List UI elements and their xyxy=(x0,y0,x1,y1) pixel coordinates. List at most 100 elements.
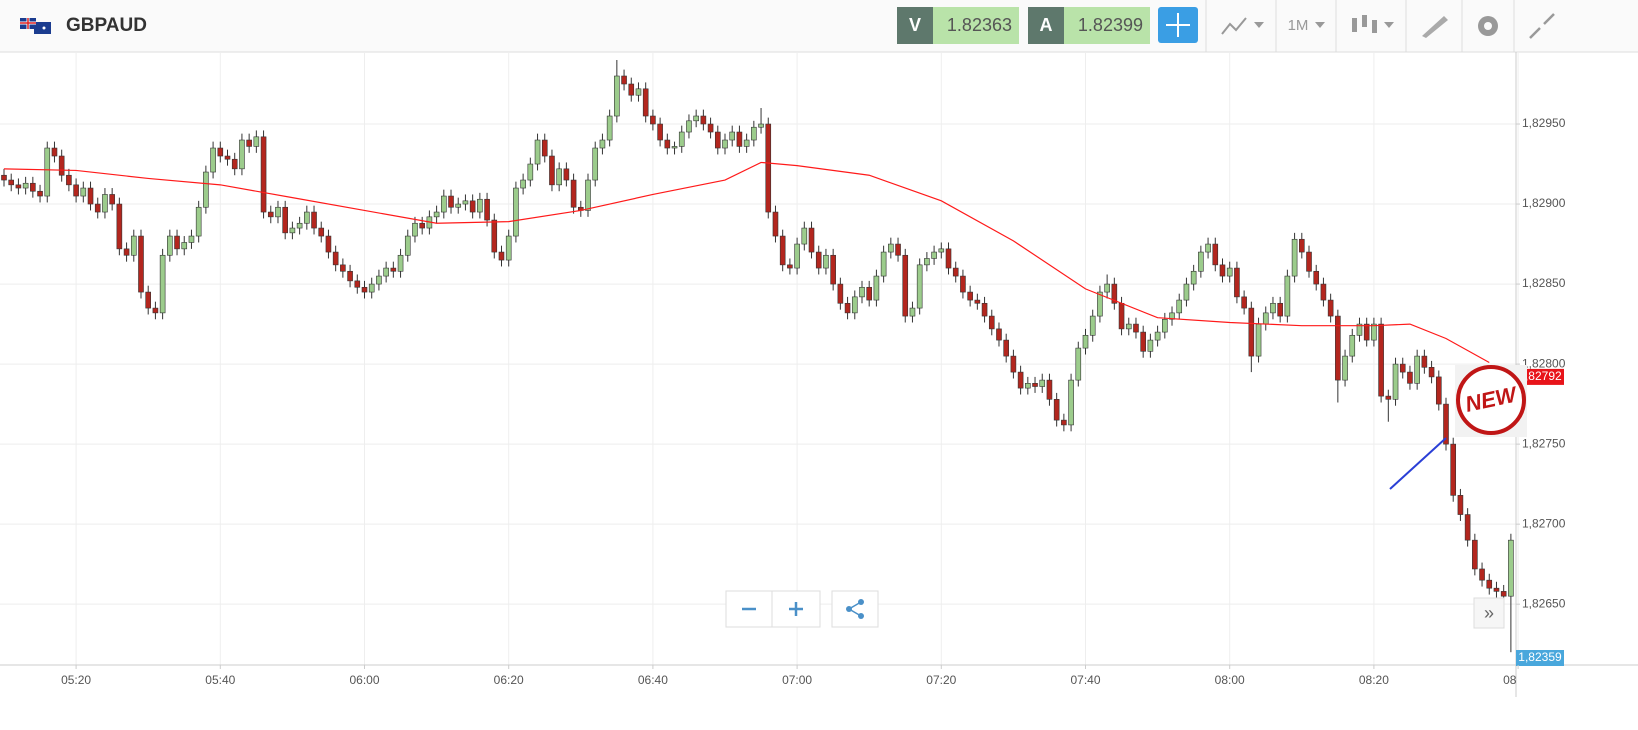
candle-body xyxy=(866,286,873,301)
candle-body xyxy=(318,227,325,237)
candle-body xyxy=(902,254,909,317)
draw-button[interactable] xyxy=(1422,16,1448,38)
candle-body xyxy=(376,275,382,285)
settings-button[interactable] xyxy=(1478,16,1498,36)
candle-body xyxy=(808,227,815,253)
candle-body xyxy=(823,254,829,269)
candle-body xyxy=(253,136,260,147)
candle-body xyxy=(246,139,252,147)
candle-body xyxy=(152,307,159,314)
candle-body xyxy=(513,187,519,237)
flag-icon xyxy=(20,18,51,34)
candle-body xyxy=(743,139,750,147)
candle-body xyxy=(340,264,346,272)
candle-body xyxy=(1017,371,1024,389)
collapse-button[interactable] xyxy=(1529,13,1555,39)
candle-body xyxy=(368,283,375,293)
candle-body xyxy=(455,203,462,208)
candle-body xyxy=(1248,307,1255,357)
candle-body xyxy=(203,171,209,208)
x-tick-label: 07:20 xyxy=(926,673,956,687)
candle-body xyxy=(174,235,180,250)
candle-body xyxy=(404,235,411,256)
candle-body xyxy=(650,115,656,125)
candle-body xyxy=(484,198,490,221)
candle-body xyxy=(671,146,678,149)
candle-body xyxy=(924,258,930,266)
buy-price: 1.82399 xyxy=(1078,15,1143,35)
chart-type-button[interactable] xyxy=(1221,17,1264,35)
candle-body xyxy=(1299,238,1305,253)
candle-body xyxy=(1190,270,1197,285)
candle-body xyxy=(390,267,397,272)
candle-body xyxy=(239,139,245,170)
candle-body xyxy=(931,251,937,259)
y-tick-label: 1,82800 xyxy=(1522,356,1566,370)
crosshair-button[interactable] xyxy=(1158,7,1198,43)
candle-body xyxy=(325,235,332,253)
candle-body xyxy=(1010,355,1017,373)
candle-body xyxy=(1356,323,1363,336)
candle-body xyxy=(1443,403,1449,445)
candle-body xyxy=(1399,363,1406,373)
candle-body xyxy=(974,299,981,304)
candle-body xyxy=(296,222,303,229)
candle-body xyxy=(1061,419,1067,426)
candle-body xyxy=(1241,296,1247,309)
candle-body xyxy=(794,243,800,269)
candle-body xyxy=(678,131,685,147)
candle-body xyxy=(1349,334,1356,357)
candle-body xyxy=(1486,579,1493,589)
candle-body xyxy=(592,147,599,181)
candle-body xyxy=(1046,379,1053,400)
candle-body xyxy=(1039,379,1046,387)
x-tick-label: 06:40 xyxy=(638,673,668,687)
candle-body xyxy=(787,264,793,269)
share-button[interactable] xyxy=(831,590,879,628)
candle-body xyxy=(765,123,772,213)
y-tick-label: 1,82900 xyxy=(1522,196,1566,210)
y-tick-label: 1,82750 xyxy=(1522,436,1566,450)
candle-body xyxy=(304,211,310,224)
candle-body xyxy=(1493,587,1500,592)
symbol: GBPAUD xyxy=(66,15,147,36)
candle-body xyxy=(736,131,743,147)
candle-body xyxy=(967,291,973,301)
candle-body xyxy=(1277,302,1283,317)
timeframe-button[interactable]: 1M xyxy=(1288,17,1309,34)
cursor-price: 1,82359 xyxy=(1518,650,1562,664)
candle-body xyxy=(1414,355,1420,384)
candle-body xyxy=(873,275,880,301)
x-tick-label: 06:20 xyxy=(494,673,524,687)
candle-body xyxy=(1385,395,1392,400)
candle-body xyxy=(700,115,707,125)
candle-body xyxy=(880,251,887,277)
candle-body xyxy=(520,179,526,189)
candle-body xyxy=(1169,312,1175,320)
y-tick-label: 1,82850 xyxy=(1522,276,1566,290)
candle-body xyxy=(614,75,620,117)
candle-body xyxy=(1133,323,1139,333)
candle-body xyxy=(527,163,534,181)
candle-body xyxy=(231,158,238,170)
candle-body xyxy=(714,131,721,149)
candles-button[interactable] xyxy=(1352,15,1394,33)
x-tick-label: 08:40 xyxy=(1503,673,1533,687)
candle-body xyxy=(635,88,642,96)
candle-body xyxy=(412,222,418,237)
candle-body xyxy=(448,195,454,208)
candle-body xyxy=(707,123,714,133)
scroll-end-button[interactable]: » xyxy=(1473,597,1505,629)
candle-body xyxy=(895,243,901,256)
x-tick-label: 07:40 xyxy=(1070,673,1100,687)
candle-body xyxy=(1176,299,1183,314)
candle-body xyxy=(837,283,844,304)
candle-body xyxy=(44,147,51,197)
candle-body xyxy=(267,211,274,218)
candle-body xyxy=(1219,264,1226,277)
candle-body xyxy=(123,248,130,256)
candle-body xyxy=(1068,379,1074,426)
candle-body xyxy=(383,267,389,277)
candle-body xyxy=(58,155,65,176)
